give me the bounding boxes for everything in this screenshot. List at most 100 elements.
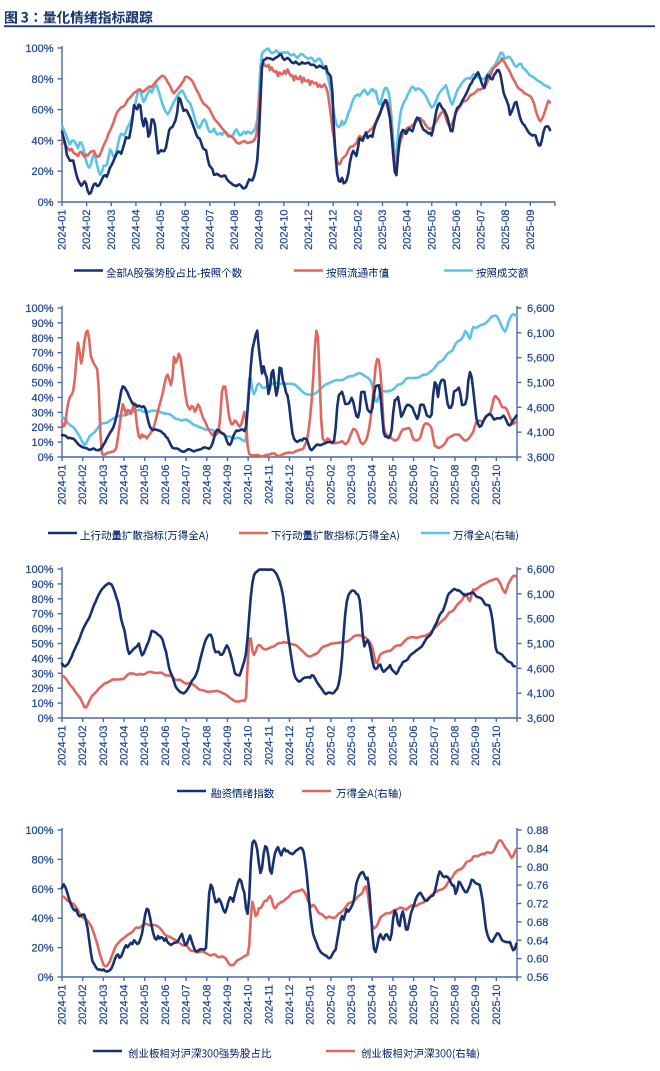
svg-text:2025-01: 2025-01 bbox=[305, 985, 317, 1025]
svg-text:2025-03: 2025-03 bbox=[346, 985, 358, 1025]
svg-text:0.84: 0.84 bbox=[527, 843, 548, 855]
svg-text:20%: 20% bbox=[31, 943, 53, 955]
svg-text:2025-04: 2025-04 bbox=[367, 726, 379, 766]
svg-text:2025-06: 2025-06 bbox=[451, 210, 463, 250]
svg-text:2025-05: 2025-05 bbox=[426, 210, 438, 250]
svg-text:6,600: 6,600 bbox=[527, 564, 555, 576]
svg-text:2024-08: 2024-08 bbox=[201, 465, 213, 505]
svg-text:2025-08: 2025-08 bbox=[449, 726, 461, 766]
svg-text:2024-12: 2024-12 bbox=[284, 465, 296, 505]
svg-text:2024-07: 2024-07 bbox=[204, 210, 216, 250]
svg-text:2024-12: 2024-12 bbox=[284, 726, 296, 766]
svg-text:2024-04: 2024-04 bbox=[119, 465, 131, 505]
svg-text:2024-04: 2024-04 bbox=[119, 726, 131, 766]
svg-text:2025-01: 2025-01 bbox=[305, 726, 317, 766]
svg-text:2024-01: 2024-01 bbox=[57, 726, 69, 766]
svg-text:20%: 20% bbox=[31, 422, 53, 434]
svg-text:0%: 0% bbox=[38, 197, 54, 209]
svg-text:2025-06: 2025-06 bbox=[408, 726, 420, 766]
svg-text:2024-10: 2024-10 bbox=[243, 465, 255, 505]
svg-text:2024-04: 2024-04 bbox=[130, 210, 142, 250]
svg-text:2024-01: 2024-01 bbox=[57, 985, 69, 1025]
svg-text:2024-05: 2024-05 bbox=[139, 465, 151, 505]
svg-text:2025-02: 2025-02 bbox=[325, 985, 337, 1025]
svg-text:10%: 10% bbox=[31, 437, 53, 449]
svg-text:2024-02: 2024-02 bbox=[77, 465, 89, 505]
svg-text:60%: 60% bbox=[31, 884, 53, 896]
svg-text:2025-10: 2025-10 bbox=[491, 465, 503, 505]
svg-text:2024-04: 2024-04 bbox=[119, 985, 131, 1025]
svg-text:3,600: 3,600 bbox=[527, 713, 555, 725]
svg-text:20%: 20% bbox=[31, 683, 53, 695]
svg-text:2024-08: 2024-08 bbox=[201, 726, 213, 766]
svg-text:80%: 80% bbox=[31, 854, 53, 866]
svg-text:2024-12: 2024-12 bbox=[284, 985, 296, 1025]
svg-text:2024-07: 2024-07 bbox=[181, 985, 193, 1025]
svg-text:2025-02: 2025-02 bbox=[325, 726, 337, 766]
svg-text:2025-10: 2025-10 bbox=[491, 985, 503, 1025]
svg-text:0.56: 0.56 bbox=[527, 972, 548, 984]
svg-text:6,600: 6,600 bbox=[527, 303, 555, 315]
svg-text:2024-09: 2024-09 bbox=[222, 985, 234, 1025]
svg-text:4,600: 4,600 bbox=[527, 402, 555, 414]
svg-text:80%: 80% bbox=[31, 333, 53, 345]
svg-text:2024-01: 2024-01 bbox=[57, 465, 69, 505]
svg-text:2025-09: 2025-09 bbox=[525, 210, 537, 250]
svg-text:2024-01: 2024-01 bbox=[57, 210, 69, 250]
svg-text:2024-09: 2024-09 bbox=[222, 465, 234, 505]
svg-text:2024-06: 2024-06 bbox=[180, 210, 192, 250]
svg-text:2025-05: 2025-05 bbox=[387, 726, 399, 766]
svg-text:2025-07: 2025-07 bbox=[429, 726, 441, 766]
svg-text:2024-05: 2024-05 bbox=[139, 726, 151, 766]
svg-text:2024-06: 2024-06 bbox=[160, 726, 172, 766]
svg-text:2025-09: 2025-09 bbox=[470, 465, 482, 505]
svg-text:2025-06: 2025-06 bbox=[408, 465, 420, 505]
svg-text:30%: 30% bbox=[31, 407, 53, 419]
svg-text:40%: 40% bbox=[31, 392, 53, 404]
svg-text:80%: 80% bbox=[31, 594, 53, 606]
svg-text:50%: 50% bbox=[31, 378, 53, 390]
svg-text:0%: 0% bbox=[38, 972, 54, 984]
svg-text:0.80: 0.80 bbox=[527, 862, 548, 874]
svg-text:0.88: 0.88 bbox=[527, 825, 548, 837]
svg-text:2024-11: 2024-11 bbox=[263, 465, 275, 505]
svg-text:0.76: 0.76 bbox=[527, 880, 548, 892]
svg-text:2024-03: 2024-03 bbox=[98, 465, 110, 505]
svg-text:2024-12: 2024-12 bbox=[328, 210, 340, 250]
svg-text:2025-03: 2025-03 bbox=[377, 210, 389, 250]
svg-text:0.72: 0.72 bbox=[527, 899, 548, 911]
svg-text:90%: 90% bbox=[31, 318, 53, 330]
svg-text:40%: 40% bbox=[31, 913, 53, 925]
svg-text:2024-08: 2024-08 bbox=[229, 209, 241, 249]
svg-text:40%: 40% bbox=[31, 653, 53, 665]
svg-text:2025-08: 2025-08 bbox=[449, 985, 461, 1025]
svg-text:100%: 100% bbox=[25, 825, 53, 837]
svg-text:2024-03: 2024-03 bbox=[98, 726, 110, 766]
svg-text:100%: 100% bbox=[25, 564, 53, 576]
svg-text:30%: 30% bbox=[31, 668, 53, 680]
svg-text:2024-09: 2024-09 bbox=[222, 726, 234, 766]
svg-text:4,600: 4,600 bbox=[527, 663, 555, 675]
svg-text:2024-06: 2024-06 bbox=[160, 465, 172, 505]
svg-text:2025-07: 2025-07 bbox=[476, 210, 488, 250]
svg-text:40%: 40% bbox=[31, 135, 53, 147]
svg-text:2025-06: 2025-06 bbox=[408, 985, 420, 1025]
svg-text:0.64: 0.64 bbox=[527, 935, 548, 947]
svg-text:2024-07: 2024-07 bbox=[181, 726, 193, 766]
svg-text:2025-10: 2025-10 bbox=[491, 726, 503, 766]
svg-text:0.60: 0.60 bbox=[527, 954, 548, 966]
svg-text:60%: 60% bbox=[31, 624, 53, 636]
svg-text:0%: 0% bbox=[38, 713, 54, 725]
svg-text:2024-05: 2024-05 bbox=[155, 210, 167, 250]
svg-text:2025-03: 2025-03 bbox=[346, 465, 358, 505]
svg-text:70%: 70% bbox=[31, 609, 53, 621]
svg-text:2025-02: 2025-02 bbox=[352, 210, 364, 250]
svg-text:2024-05: 2024-05 bbox=[139, 985, 151, 1025]
svg-text:2025-05: 2025-05 bbox=[387, 465, 399, 505]
svg-text:5,100: 5,100 bbox=[527, 378, 555, 390]
svg-text:5,100: 5,100 bbox=[527, 639, 555, 651]
svg-text:2024-03: 2024-03 bbox=[106, 210, 118, 250]
svg-text:2024-02: 2024-02 bbox=[77, 985, 89, 1025]
svg-text:2025-09: 2025-09 bbox=[470, 726, 482, 766]
svg-text:2025-09: 2025-09 bbox=[470, 985, 482, 1025]
